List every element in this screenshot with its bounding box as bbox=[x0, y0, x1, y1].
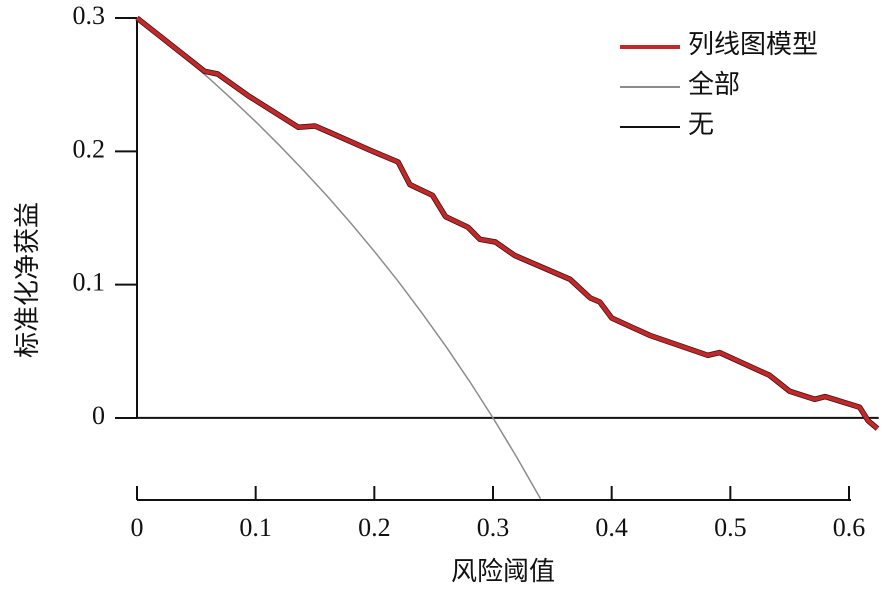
line-outline bbox=[135, 15, 880, 431]
legend-label: 列线图模型 bbox=[688, 30, 818, 59]
y-axis-title: 标准化净获益 bbox=[13, 202, 42, 358]
x-tick-label: 0 bbox=[131, 513, 144, 542]
line bbox=[136, 17, 542, 500]
line bbox=[135, 16, 879, 431]
x-tick-label: 0.5 bbox=[714, 513, 747, 542]
y-tick-label: 0.3 bbox=[73, 1, 106, 30]
y-tick-label: 0.1 bbox=[73, 268, 106, 297]
x-tick-label: 0.2 bbox=[358, 513, 391, 542]
legend-label: 无 bbox=[688, 110, 714, 139]
y-tick-label: 0 bbox=[92, 401, 105, 430]
y-tick-label: 0.2 bbox=[73, 134, 106, 163]
x-axis-title: 风险阈值 bbox=[451, 557, 555, 586]
x-tick-label: 0.4 bbox=[595, 513, 628, 542]
x-tick-label: 0.3 bbox=[477, 513, 510, 542]
x-tick-label: 0.6 bbox=[833, 513, 866, 542]
x-tick-label: 0.1 bbox=[239, 513, 272, 542]
legend-label: 全部 bbox=[688, 70, 740, 99]
